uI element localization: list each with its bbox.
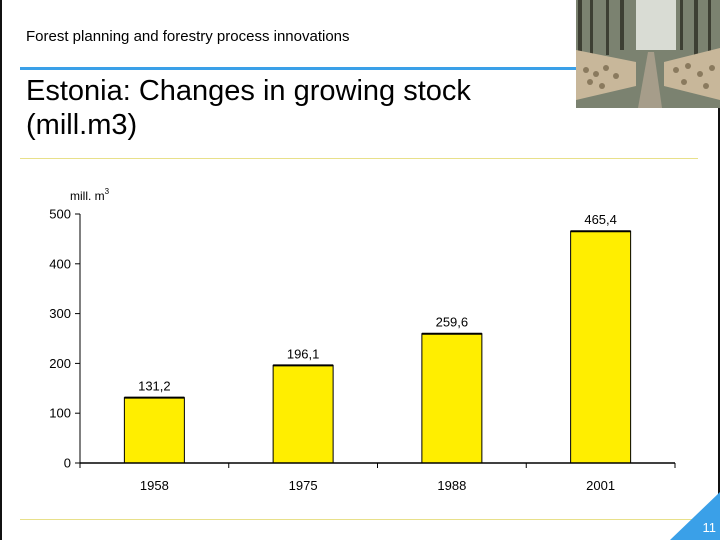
left-frame-border <box>0 0 2 540</box>
y-axis-title-text: mill. m <box>70 189 105 203</box>
bar-1958 <box>123 397 185 464</box>
slide-title-line-1: Estonia: Changes in growing stock <box>26 75 471 107</box>
slide-title: Estonia: Changes in growing stock (mill.… <box>26 74 566 142</box>
header-accent-rule <box>20 67 580 70</box>
page-number: 11 <box>702 520 717 535</box>
y-tick-label: 200 <box>49 356 71 371</box>
log-piles-forest-road-photo <box>576 0 720 108</box>
y-tick-label: 500 <box>49 207 71 222</box>
y-tick-label: 100 <box>49 406 71 421</box>
bar-value-label: 259,6 <box>436 315 469 330</box>
bars: 131,2 196,1 259,6 465,4 <box>123 212 632 464</box>
bar-2001 <box>570 230 632 464</box>
y-tick-label: 0 <box>64 456 71 471</box>
x-tick-label: 1958 <box>140 478 169 493</box>
corner-accent-triangle <box>670 492 720 540</box>
x-axis: 1958 1975 1988 2001 <box>79 462 676 493</box>
y-tick-label: 300 <box>49 306 71 321</box>
slide-title-line-2: (mill.m3) <box>26 109 138 141</box>
right-frame-border <box>718 108 720 540</box>
bar-value-label: 465,4 <box>584 212 617 227</box>
bar-1975 <box>272 364 334 464</box>
y-axis: 0 100 200 300 400 500 <box>49 207 81 471</box>
x-tick-label: 1988 <box>437 478 466 493</box>
x-tick-label: 1975 <box>289 478 318 493</box>
y-tick-label: 400 <box>49 256 71 271</box>
bar-value-label: 131,2 <box>138 379 171 394</box>
y-axis-title: mill. m3 <box>70 187 110 203</box>
growing-stock-bar-chart: mill. m3 0 100 200 300 400 500 131,2 196,1 259,… <box>49 187 676 493</box>
top-divider <box>20 158 698 159</box>
bar-value-label: 196,1 <box>287 346 320 361</box>
y-axis-title-superscript: 3 <box>105 187 110 196</box>
bar-1988 <box>421 333 483 464</box>
bottom-divider <box>20 519 698 520</box>
header-title: Forest planning and forestry process inn… <box>26 28 350 45</box>
x-tick-label: 2001 <box>586 478 615 493</box>
